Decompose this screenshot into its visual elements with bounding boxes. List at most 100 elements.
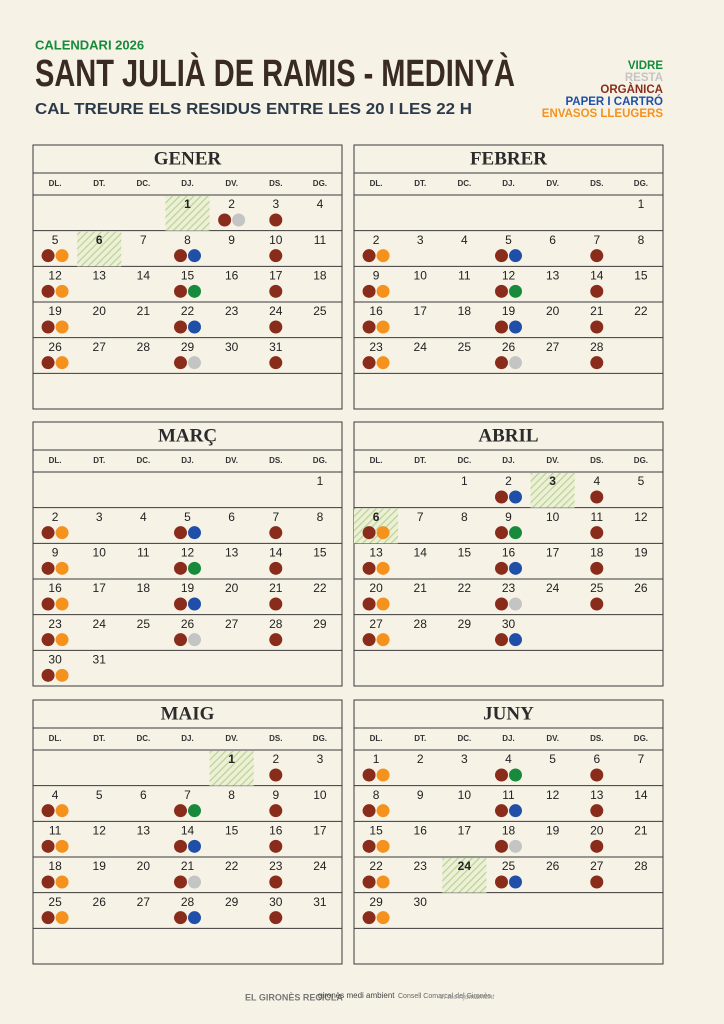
waste-dot <box>174 804 187 818</box>
day-number: 27 <box>93 340 107 354</box>
day-number: 29 <box>458 617 472 631</box>
waste-dot <box>509 875 522 889</box>
day-number: 25 <box>48 895 62 909</box>
waste-dot <box>55 249 69 263</box>
waste-dot <box>376 320 390 334</box>
month-box <box>353 421 664 687</box>
waste-dot <box>41 561 55 575</box>
day-number: 7 <box>140 233 147 247</box>
waste-dot <box>41 839 55 853</box>
waste-dot <box>509 320 522 334</box>
weekday: DV. <box>546 179 559 188</box>
day-number: 29 <box>181 340 195 354</box>
day-number: 3 <box>461 752 468 766</box>
footer-logo: gironès medi ambient <box>318 991 395 1000</box>
waste-dot <box>55 875 69 889</box>
waste-dot <box>495 561 508 575</box>
day-number: 14 <box>634 788 648 802</box>
waste-dot <box>362 249 376 263</box>
waste-dot <box>269 839 283 853</box>
day-number: 11 <box>49 824 62 838</box>
waste-dot <box>55 597 69 611</box>
day-number: 15 <box>313 546 327 560</box>
waste-dot <box>41 911 55 925</box>
waste-dot <box>509 249 522 263</box>
waste-dot <box>269 284 283 298</box>
day-number: 18 <box>590 546 604 560</box>
weekday: DS. <box>590 179 603 188</box>
day-number: 14 <box>590 269 604 283</box>
month-name: ABRIL <box>478 425 538 446</box>
day-number: 5 <box>505 233 512 247</box>
day-number: 3 <box>417 233 424 247</box>
day-number: 6 <box>593 752 600 766</box>
day-number: 1 <box>373 752 380 766</box>
waste-dot <box>188 284 201 298</box>
weekday: DJ. <box>181 734 193 743</box>
legend-item: VIDRE <box>628 60 663 72</box>
day-number: 2 <box>417 752 424 766</box>
day-number: 15 <box>181 269 195 283</box>
day-number: 18 <box>313 269 327 283</box>
waste-dot <box>269 561 283 575</box>
waste-dot <box>590 356 604 370</box>
waste-dot <box>55 320 69 334</box>
day-number: 22 <box>634 304 648 318</box>
day-number: 11 <box>137 546 150 560</box>
weekday: DV. <box>225 734 238 743</box>
day-number: 18 <box>458 304 472 318</box>
waste-dot <box>188 356 201 370</box>
day-number: 17 <box>93 581 107 595</box>
footer-logo: el teu Ajuntament <box>440 994 495 1001</box>
day-number: 7 <box>272 510 279 524</box>
waste-dot <box>509 526 522 540</box>
weekday: DG. <box>634 179 648 188</box>
day-number: 10 <box>458 788 472 802</box>
waste-dot <box>495 526 508 540</box>
waste-dot <box>174 320 187 334</box>
holiday-cell <box>442 858 487 893</box>
month-box <box>32 699 343 965</box>
waste-dot <box>376 911 390 925</box>
day-number: 28 <box>634 859 648 873</box>
waste-dot <box>376 597 390 611</box>
day-number: 10 <box>93 546 107 560</box>
day-number: 9 <box>272 788 279 802</box>
day-number: 1 <box>638 197 645 211</box>
day-number: 29 <box>225 895 239 909</box>
weekday: DG. <box>313 734 327 743</box>
waste-dot <box>495 320 508 334</box>
footer-logo: EL GIRONÈS RECICLA <box>245 992 343 1002</box>
weekday: DG. <box>313 179 327 188</box>
waste-dot <box>174 561 187 575</box>
waste-dot <box>509 284 522 298</box>
weekday: DG. <box>634 734 648 743</box>
waste-dot <box>362 561 376 575</box>
day-number: 26 <box>48 340 62 354</box>
day-number: 30 <box>48 653 62 667</box>
waste-dot <box>188 839 201 853</box>
day-number: 27 <box>225 617 239 631</box>
holiday-cell <box>77 231 122 267</box>
legend-item: RESTA <box>625 72 663 84</box>
waste-dot <box>376 561 390 575</box>
day-number: 20 <box>225 581 239 595</box>
waste-dot <box>590 875 604 889</box>
day-number: 10 <box>269 233 283 247</box>
waste-dot <box>41 597 55 611</box>
day-number: 3 <box>96 510 103 524</box>
day-number: 26 <box>546 859 560 873</box>
weekday: DV. <box>546 734 559 743</box>
day-number: 26 <box>634 581 648 595</box>
day-number: 6 <box>549 233 556 247</box>
waste-dot <box>174 597 187 611</box>
waste-dot <box>376 804 390 818</box>
waste-dot <box>41 356 55 370</box>
day-number: 7 <box>638 752 645 766</box>
waste-dot <box>495 597 508 611</box>
waste-dot <box>362 875 376 889</box>
day-number: 5 <box>549 752 556 766</box>
